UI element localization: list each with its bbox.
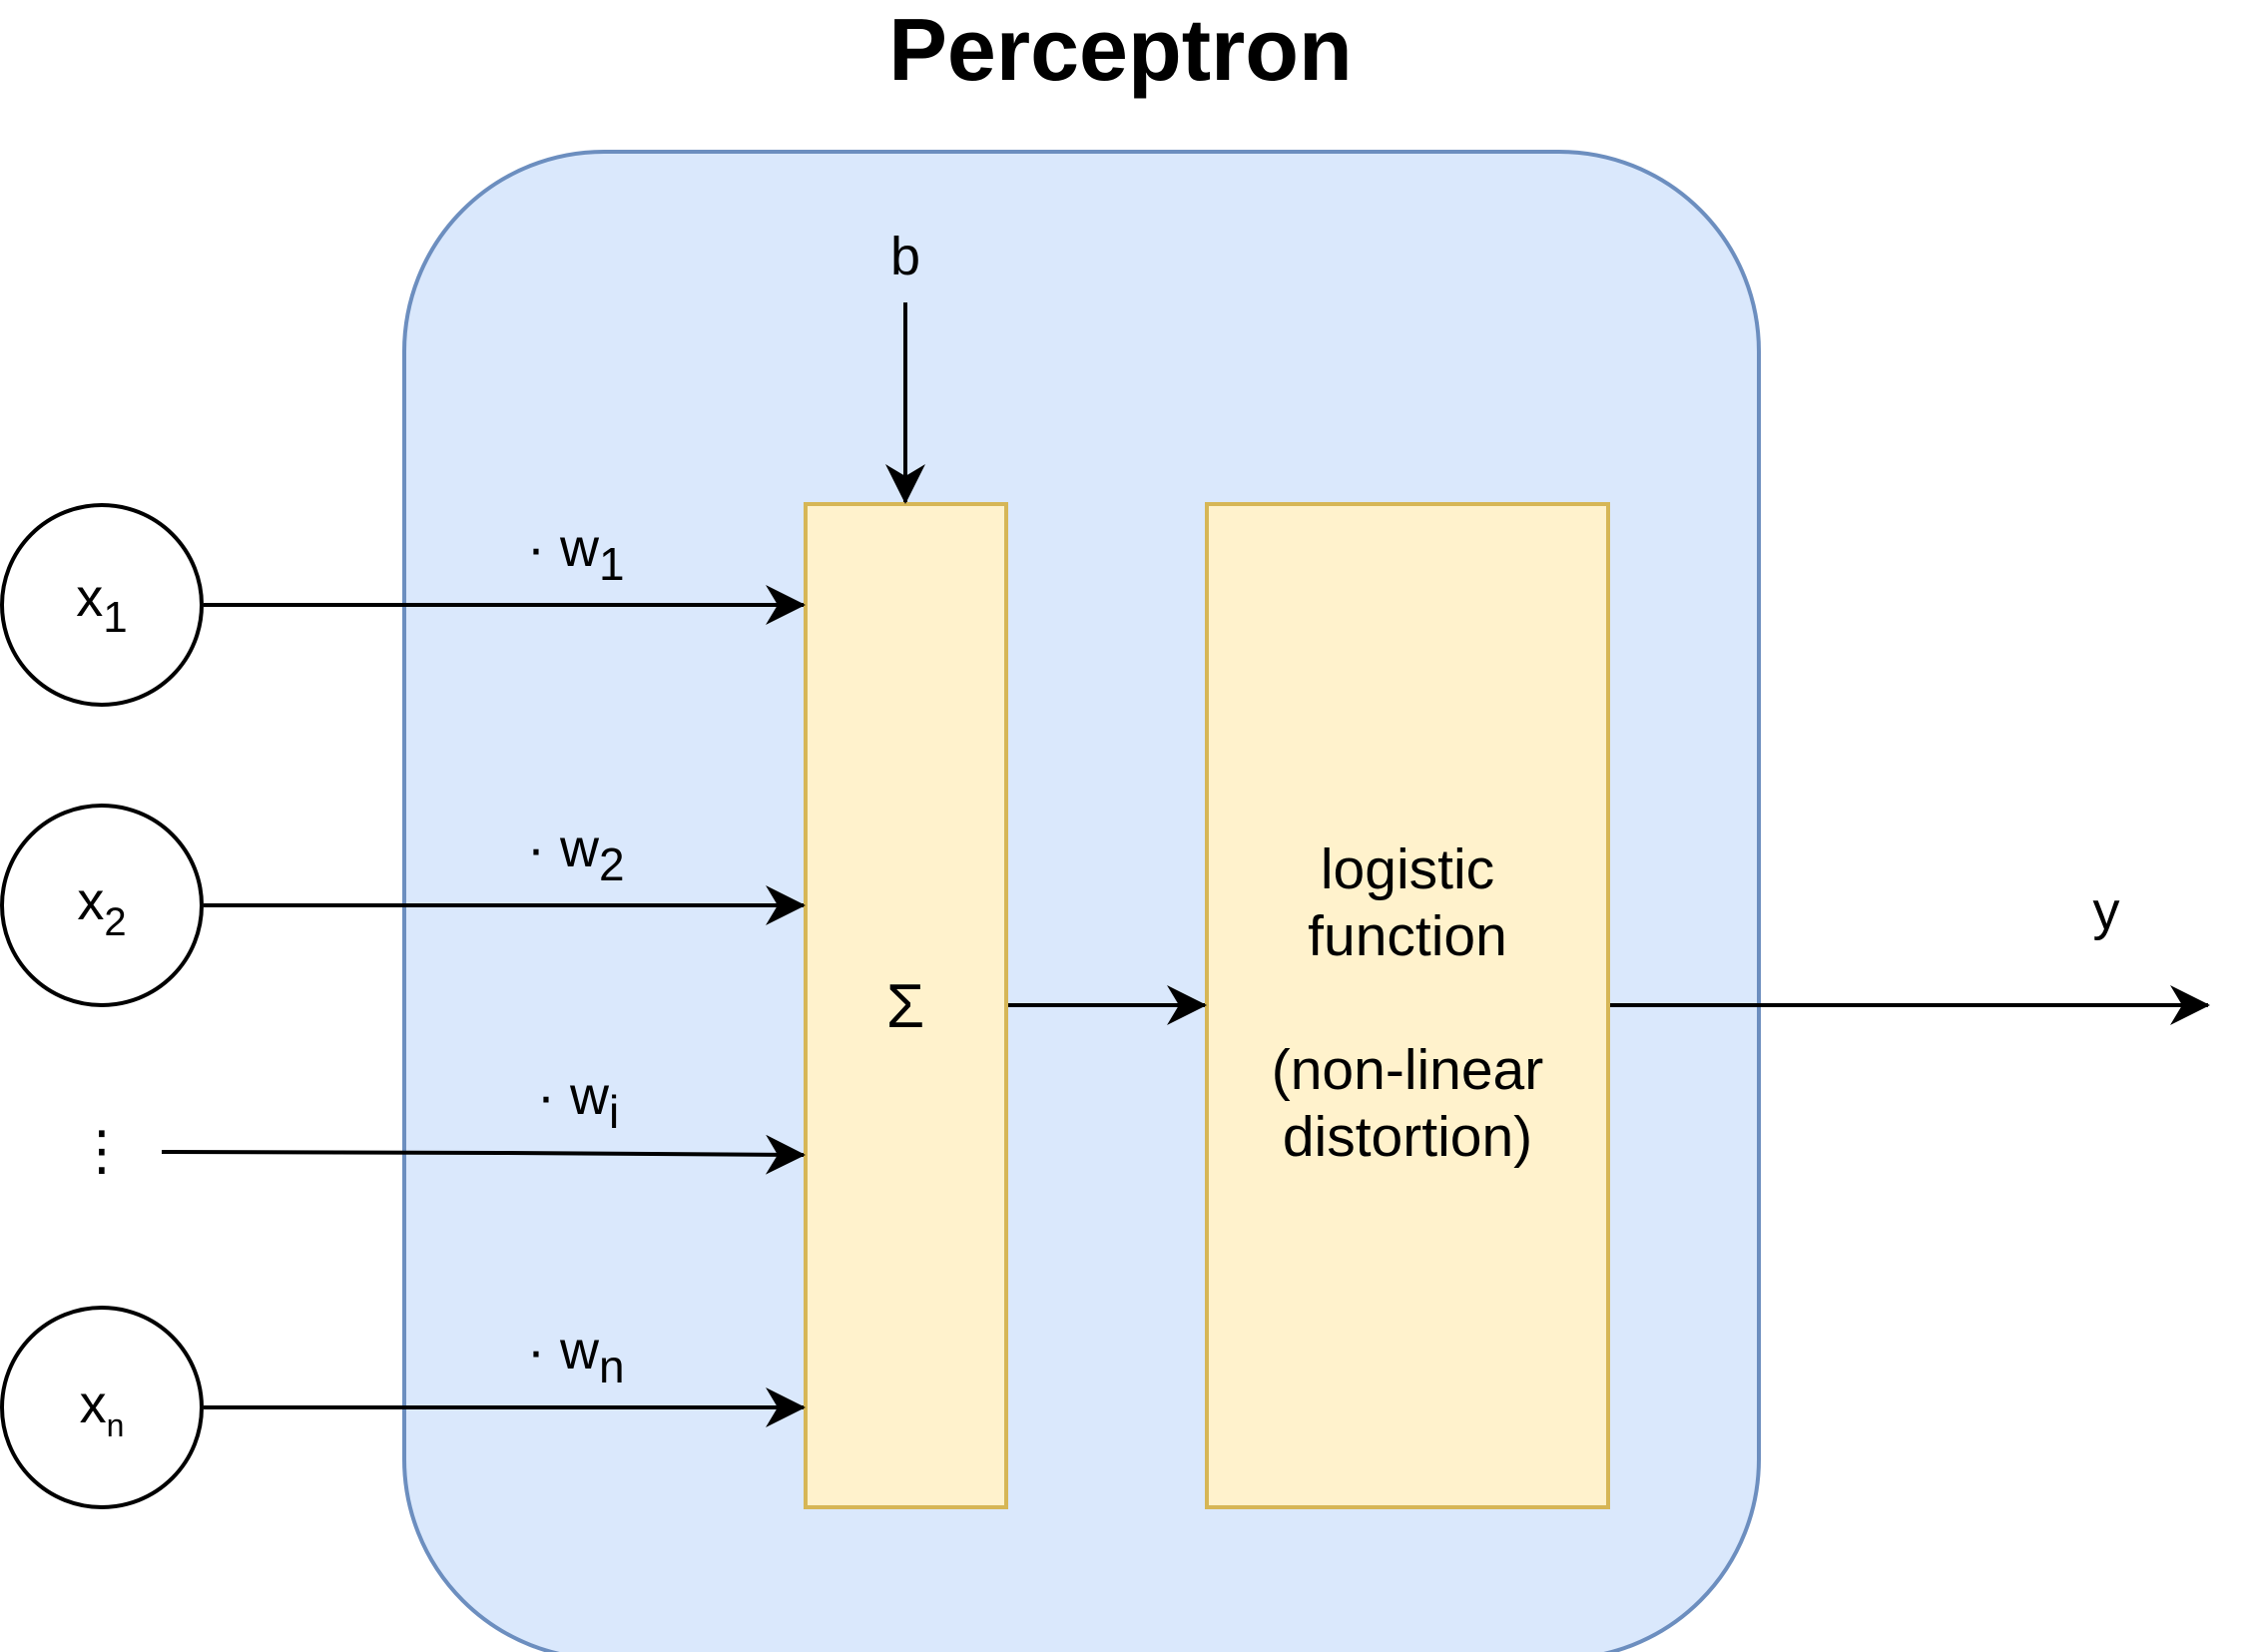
input-label-x1: x1: [52, 571, 152, 640]
activation-line-4: distortion): [1282, 1105, 1533, 1169]
weight-label-wn: · wn: [527, 1324, 625, 1389]
weight-dot: ·: [527, 1321, 545, 1380]
summation-symbol: Σ: [885, 972, 925, 1041]
weight-index: i: [609, 1086, 620, 1138]
weight-symbol: w: [560, 1321, 599, 1380]
diagram-title: Perceptron: [888, 0, 1353, 99]
activation-line-1: logistic: [1320, 837, 1495, 901]
weight-symbol: w: [560, 819, 599, 878]
input-symbol: x: [76, 568, 104, 628]
summation-block: [804, 502, 1008, 1509]
vertical-ellipsis: ⋮: [75, 1121, 129, 1181]
activation-line-spacer: [1207, 970, 1608, 1037]
weight-dot: ·: [527, 819, 545, 878]
bias-label: b: [889, 227, 921, 286]
input-symbol: x: [77, 871, 105, 931]
input-node-xn: [0, 1306, 204, 1509]
weight-symbol: w: [560, 518, 599, 578]
activation-block: [1205, 502, 1610, 1509]
weight-label-w1: · w1: [527, 521, 625, 587]
weight-index: n: [599, 1341, 625, 1392]
weight-dot: ·: [527, 518, 545, 578]
activation-label: logistic function (non-linear distortion…: [1207, 836, 1608, 1171]
weight-index: 1: [599, 538, 625, 590]
input-index: n: [106, 1407, 125, 1443]
activation-line-2: function: [1308, 904, 1507, 968]
input-label-x2: x2: [52, 874, 152, 942]
weight-index: 2: [599, 838, 625, 890]
output-label: y: [2092, 881, 2120, 941]
activation-line-3: (non-linear: [1271, 1038, 1544, 1102]
input-index: 1: [103, 593, 128, 642]
input-node-x2: [0, 804, 204, 1007]
input-symbol: x: [79, 1375, 107, 1434]
input-label-ellipsis: ⋮: [72, 1124, 132, 1178]
input-index: 2: [104, 900, 127, 944]
weight-label-w2: · w2: [527, 822, 625, 887]
weight-dot: ·: [537, 1066, 555, 1126]
weight-symbol: w: [570, 1066, 609, 1126]
input-label-xn: xn: [52, 1377, 152, 1441]
edge-xi-to-sum: [161, 1134, 806, 1175]
weight-label-wi: · wi: [537, 1069, 619, 1135]
input-node-x1: [0, 503, 204, 707]
